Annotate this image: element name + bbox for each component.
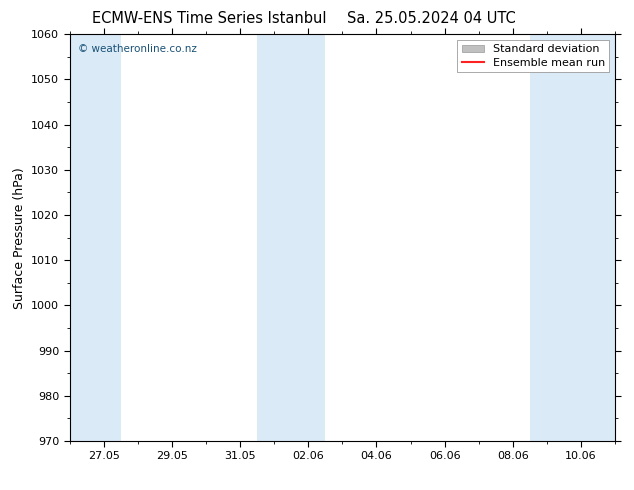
Bar: [257, 34, 325, 441]
Legend: Standard deviation, Ensemble mean run: Standard deviation, Ensemble mean run: [457, 40, 609, 72]
Text: Sa. 25.05.2024 04 UTC: Sa. 25.05.2024 04 UTC: [347, 11, 515, 26]
Text: © weatheronline.co.nz: © weatheronline.co.nz: [78, 45, 197, 54]
Bar: [70, 34, 121, 441]
Bar: [530, 34, 615, 441]
Text: ECMW-ENS Time Series Istanbul: ECMW-ENS Time Series Istanbul: [92, 11, 327, 26]
Y-axis label: Surface Pressure (hPa): Surface Pressure (hPa): [13, 167, 25, 309]
